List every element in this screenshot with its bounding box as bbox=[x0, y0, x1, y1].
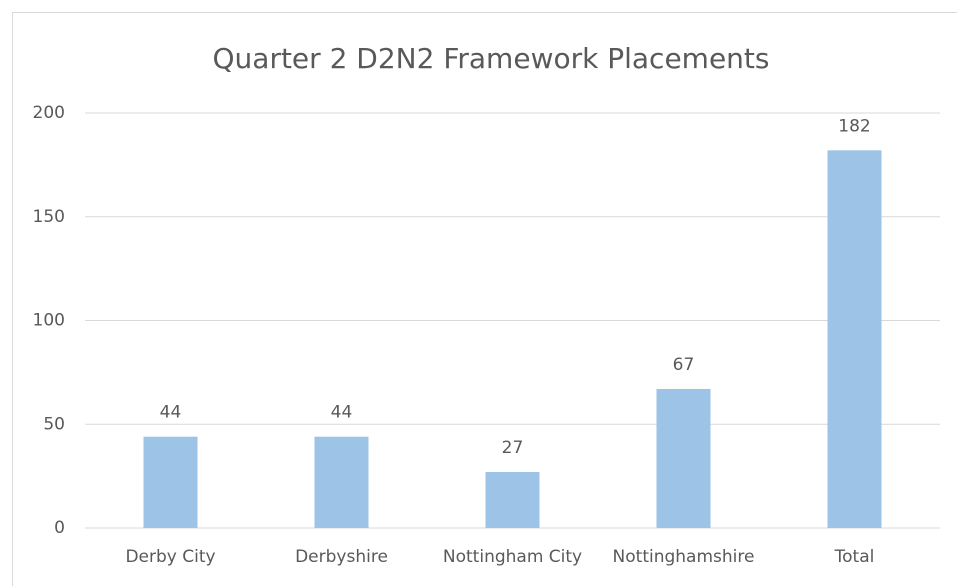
bar bbox=[827, 150, 882, 528]
x-tick-label: Nottinghamshire bbox=[613, 547, 755, 567]
chart-title: Quarter 2 D2N2 Framework Placements bbox=[213, 42, 770, 75]
data-label: 67 bbox=[673, 355, 695, 375]
data-label: 44 bbox=[331, 403, 353, 423]
data-label: 44 bbox=[160, 403, 182, 423]
data-label: 182 bbox=[838, 116, 870, 136]
y-tick-label: 150 bbox=[33, 207, 65, 227]
x-tick-label: Nottingham City bbox=[443, 547, 582, 567]
y-tick-label: 200 bbox=[33, 103, 65, 123]
x-tick-label: Derbyshire bbox=[295, 547, 388, 567]
y-tick-label: 0 bbox=[54, 518, 65, 538]
y-tick-label: 50 bbox=[43, 414, 65, 434]
y-tick-label: 100 bbox=[33, 311, 65, 331]
bar bbox=[656, 388, 711, 528]
bar bbox=[143, 436, 198, 528]
bar bbox=[485, 471, 540, 528]
x-tick-label: Total bbox=[834, 547, 875, 567]
data-label: 27 bbox=[502, 438, 524, 458]
x-tick-label: Derby City bbox=[125, 547, 215, 567]
bar bbox=[314, 436, 369, 528]
